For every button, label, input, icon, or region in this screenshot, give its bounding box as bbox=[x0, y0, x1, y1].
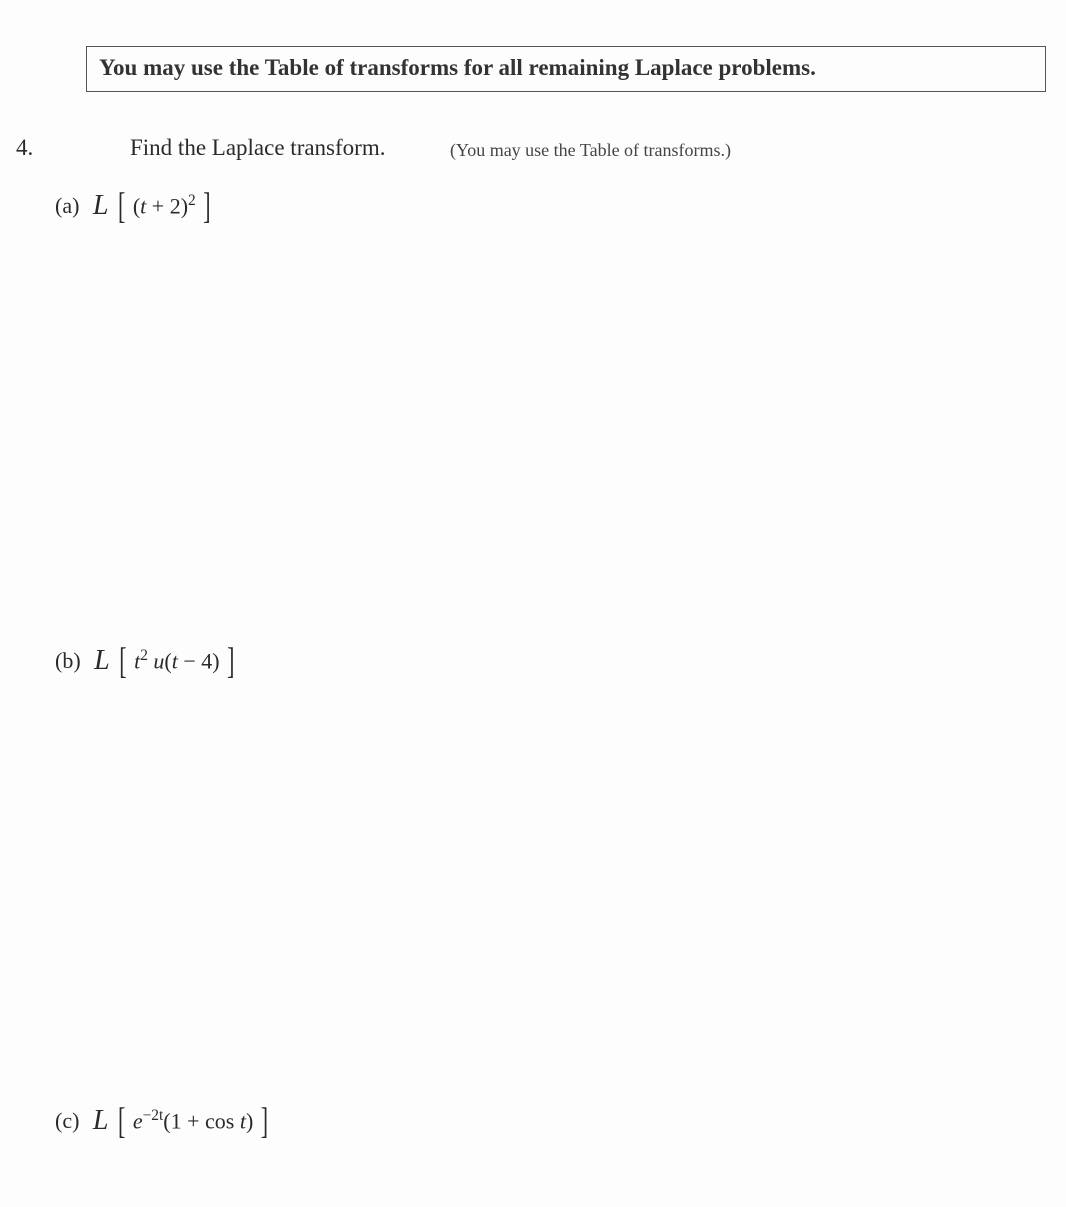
right-bracket: ] bbox=[203, 184, 210, 228]
left-bracket: [ bbox=[119, 639, 126, 683]
part-b-label: (b) bbox=[55, 648, 81, 674]
question-stem: Find the Laplace transform. bbox=[130, 135, 385, 161]
question-number: 4. bbox=[16, 135, 33, 161]
part-a: (a) L [ (t + 2)2 ] bbox=[55, 190, 213, 222]
close-paren: ) bbox=[181, 194, 188, 219]
right-bracket: ] bbox=[261, 1099, 268, 1143]
exponent-2: 2 bbox=[140, 647, 148, 664]
open-paren: ( bbox=[163, 1109, 170, 1134]
part-b: (b) L [ t2 u(t − 4) ] bbox=[55, 645, 236, 677]
part-c-expression: L [ e−2t(1 + cos t) ] bbox=[93, 1105, 270, 1137]
page: You may use the Table of transforms for … bbox=[0, 0, 1066, 1207]
part-b-expression: L [ t2 u(t − 4) ] bbox=[94, 645, 236, 677]
cos: cos bbox=[205, 1109, 240, 1134]
right-bracket: ] bbox=[227, 639, 234, 683]
part-c-label: (c) bbox=[55, 1108, 79, 1134]
part-a-expression: L [ (t + 2)2 ] bbox=[93, 190, 213, 222]
left-bracket: [ bbox=[118, 1099, 125, 1143]
notice-text: You may use the Table of transforms for … bbox=[99, 55, 816, 80]
close-paren: ) bbox=[246, 1109, 253, 1134]
laplace-operator: L bbox=[93, 1105, 109, 1137]
one-plus: 1 + bbox=[171, 1109, 205, 1134]
func-u: u bbox=[153, 649, 164, 674]
question-hint: (You may use the Table of transforms.) bbox=[450, 140, 731, 161]
notice-box: You may use the Table of transforms for … bbox=[86, 46, 1046, 92]
base-e: e bbox=[133, 1109, 143, 1134]
close-paren: ) bbox=[212, 649, 219, 674]
part-c: (c) L [ e−2t(1 + cos t) ] bbox=[55, 1105, 270, 1137]
minus-four: − 4 bbox=[178, 649, 212, 674]
exponent-neg2t: −2t bbox=[143, 1107, 164, 1124]
plus-two: + 2 bbox=[146, 194, 180, 219]
laplace-operator: L bbox=[93, 190, 109, 222]
part-a-label: (a) bbox=[55, 193, 79, 219]
laplace-operator: L bbox=[94, 645, 110, 677]
exponent-2: 2 bbox=[188, 192, 196, 209]
left-bracket: [ bbox=[118, 184, 125, 228]
open-paren: ( bbox=[164, 649, 171, 674]
